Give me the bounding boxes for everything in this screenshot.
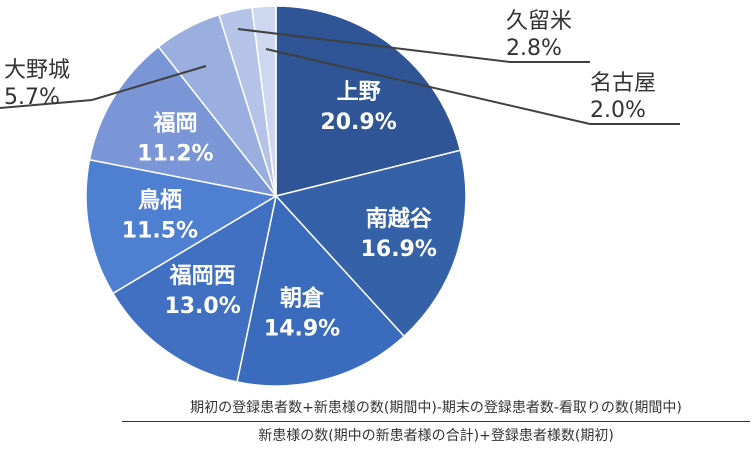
slice-1 xyxy=(275,5,462,197)
slice-value-label: 2.8% xyxy=(506,36,562,61)
slice-value-label: 5.7% xyxy=(4,85,60,110)
slice-name-label: 鳥栖 xyxy=(138,187,182,213)
slice-value-label: 20.9% xyxy=(320,110,396,135)
slice-value-label: 11.5% xyxy=(122,218,198,243)
slice-name-label: 大野城 xyxy=(4,58,70,83)
slice-name-label: 福岡西 xyxy=(169,264,236,289)
slice-value-label: 16.9% xyxy=(361,237,437,262)
slice-name-label: 名古屋 xyxy=(590,71,656,96)
slice-name-label: 久留米 xyxy=(506,9,572,34)
slice-4 xyxy=(111,194,278,383)
slice-6 xyxy=(88,45,278,198)
slice-name-label: 朝倉 xyxy=(280,286,325,312)
pie-slices xyxy=(85,5,467,387)
slice-name-label: 福岡 xyxy=(152,112,197,137)
leader-lines xyxy=(0,28,680,125)
leader-line xyxy=(0,65,207,109)
formula-divider xyxy=(122,421,750,422)
slice-2 xyxy=(274,149,467,338)
slice-value-label: 14.9% xyxy=(264,317,340,342)
slice-value-label: 2.0% xyxy=(590,98,646,123)
formula-denominator: 新患様の数(期中の新患者様の合計)+登録患者様数(期初) xyxy=(258,428,614,444)
slice-value-label: 11.2% xyxy=(137,142,213,167)
slice-3 xyxy=(236,194,406,387)
leader-line xyxy=(265,48,680,125)
formula-numerator: 期初の登録患者数+新患様の数(期間中)-期末の登録患者数-看取りの数(期間中) xyxy=(190,400,682,416)
slice-name-label: 南越谷 xyxy=(366,207,433,232)
slice-value-label: 13.0% xyxy=(164,294,240,319)
slice-name-label: 上野 xyxy=(337,80,381,105)
leader-line xyxy=(237,28,590,63)
slice-5 xyxy=(85,158,279,295)
pie-chart: 上野 20.9% 南越谷 16.9% 朝倉 14.9% 福岡西 13.0% 鳥栖 11.5% 福岡 1… xyxy=(0,5,680,387)
slice-9 xyxy=(251,5,277,197)
slice-labels: 上野 20.9% 南越谷 16.9% 朝倉 14.9% 福岡西 13.0% 鳥栖 11.5% 福岡 1… xyxy=(4,9,656,342)
